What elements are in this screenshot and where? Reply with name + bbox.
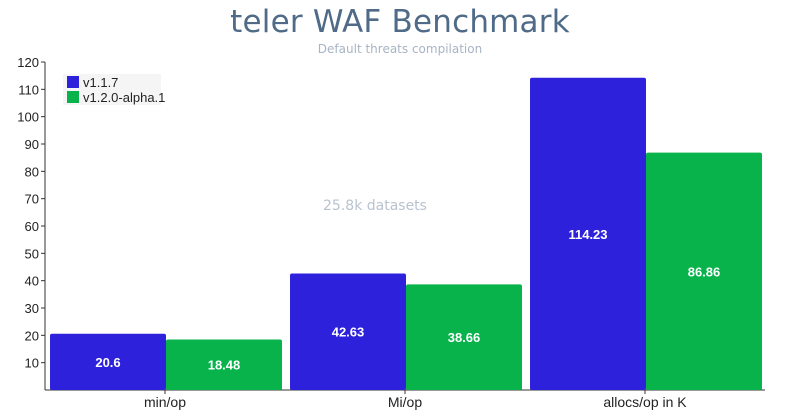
legend-box xyxy=(63,74,161,105)
bar-data-label: 114.23 xyxy=(568,227,607,242)
y-tick-label: 100 xyxy=(17,110,39,125)
y-tick-label: 80 xyxy=(25,164,39,179)
bar-v1.2.0-alpha.1-min/op xyxy=(166,339,282,390)
x-tick-label: Mi/op xyxy=(388,394,422,410)
y-tick-label: 20 xyxy=(25,328,39,343)
legend: v1.1.7v1.2.0-alpha.1 xyxy=(63,74,165,105)
legend-label: v1.2.0-alpha.1 xyxy=(83,90,165,105)
bars: 20.6 18.48 42.63 38.66 114.23 86.86 xyxy=(50,77,762,390)
y-tick-label: 90 xyxy=(25,137,39,152)
y-tick-label: 60 xyxy=(25,219,39,234)
bar-v1.1.7-min/op xyxy=(50,333,166,390)
bar-data-label: 20.6 xyxy=(95,355,120,370)
bar-v1.1.7-Mi/op xyxy=(290,273,406,390)
bar-v1.1.7-allocs/op in K xyxy=(530,77,646,390)
bar-v1.2.0-alpha.1-allocs/op in K xyxy=(646,152,762,390)
bar-data-label: 18.48 xyxy=(208,358,241,373)
datasets-annotation: 25.8k datasets xyxy=(323,198,427,214)
y-tick-label: 110 xyxy=(18,82,39,97)
legend-swatch-v1.1.7 xyxy=(67,76,79,88)
legend-label: v1.1.7 xyxy=(83,75,118,90)
chart-subtitle: Default threats compilation xyxy=(317,42,483,56)
bar-data-label: 38.66 xyxy=(448,330,481,345)
legend-swatch-v1.2.0-alpha.1 xyxy=(67,91,79,103)
axes: 10 20 30 40 50 60 70 80 90 100 110 120 min/op Mi/op al… xyxy=(17,55,765,410)
chart-title: teler WAF Benchmark xyxy=(230,4,570,40)
y-tick-label: 10 xyxy=(25,356,39,371)
x-tick-label: min/op xyxy=(144,394,186,410)
bar-data-label: 86.86 xyxy=(688,264,721,279)
y-tick-label: 70 xyxy=(25,192,39,207)
y-tick-label: 50 xyxy=(25,246,39,261)
x-tick-label: allocs/op in K xyxy=(603,394,687,410)
y-tick-label: 120 xyxy=(17,55,39,70)
y-tick-label: 40 xyxy=(25,274,39,289)
bar-data-label: 42.63 xyxy=(332,325,365,340)
y-tick-label: 30 xyxy=(25,301,39,316)
bar-v1.2.0-alpha.1-Mi/op xyxy=(406,284,522,390)
